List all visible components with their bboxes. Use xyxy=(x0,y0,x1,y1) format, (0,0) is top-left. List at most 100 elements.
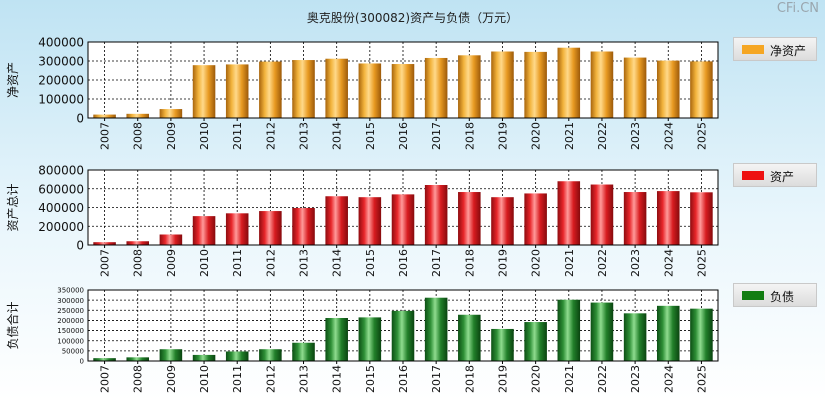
legend-swatch-net-assets xyxy=(742,45,764,54)
bar-2009 xyxy=(159,109,183,118)
x-tick-label: 2019 xyxy=(496,249,509,277)
x-tick-label: 2017 xyxy=(430,122,443,150)
x-tick-label: 2015 xyxy=(364,249,377,277)
bar-2009 xyxy=(159,349,183,361)
x-tick-label: 2017 xyxy=(430,249,443,277)
panel-3: 0 50000 100000 150000 200000 250000 300000 3500… xyxy=(5,287,719,393)
x-tick-label: 2015 xyxy=(364,365,377,393)
x-tick-label: 2022 xyxy=(596,365,609,393)
bar-2015 xyxy=(358,317,382,361)
bar-2022 xyxy=(590,51,614,118)
bar-2017 xyxy=(424,185,448,245)
x-tick-label: 2024 xyxy=(662,122,675,150)
y-tick-label: 100000 xyxy=(38,93,84,107)
x-tick-label: 2014 xyxy=(331,365,344,393)
bar-2025 xyxy=(690,192,713,245)
y-tick-label: 200000 xyxy=(38,74,84,88)
y-axis-title: 负债合计 xyxy=(5,301,20,349)
bar-2012 xyxy=(259,211,282,245)
bar-2017 xyxy=(424,297,448,361)
legend-net-assets: 净资产 xyxy=(733,37,817,61)
x-tick-label: 2016 xyxy=(397,365,410,393)
x-tick-label: 2008 xyxy=(132,365,145,393)
bar-2015 xyxy=(358,197,382,245)
x-tick-label: 2021 xyxy=(563,365,576,393)
bar-2016 xyxy=(391,310,415,361)
bar-2012 xyxy=(259,61,282,118)
x-tick-label: 2007 xyxy=(99,249,112,277)
x-tick-label: 2013 xyxy=(298,365,311,393)
bar-2009 xyxy=(159,234,183,245)
bar-2013 xyxy=(292,342,315,361)
legend-label-net-assets: 净资产 xyxy=(770,44,807,58)
x-tick-label: 2025 xyxy=(695,365,708,393)
bar-2021 xyxy=(557,181,581,245)
x-tick-label: 2016 xyxy=(397,122,410,150)
x-tick-label: 2020 xyxy=(530,122,543,150)
bar-2021 xyxy=(557,47,581,119)
bar-2018 xyxy=(458,314,481,361)
x-tick-label: 2020 xyxy=(530,249,543,277)
x-tick-label: 2022 xyxy=(596,122,609,150)
x-tick-label: 2008 xyxy=(132,249,145,277)
legend-label-assets: 资产 xyxy=(770,170,795,184)
x-tick-label: 2014 xyxy=(331,249,344,277)
x-tick-label: 2019 xyxy=(496,122,509,150)
bar-2018 xyxy=(458,192,481,245)
y-tick-label: 800000 xyxy=(38,164,84,178)
x-tick-label: 2011 xyxy=(231,249,244,277)
y-tick-label: 250000 xyxy=(57,307,84,315)
bar-2011 xyxy=(225,64,249,118)
bar-2025 xyxy=(690,308,713,361)
y-tick-label: 100000 xyxy=(57,337,84,345)
bar-2020 xyxy=(524,322,547,361)
bar-2010 xyxy=(192,65,216,118)
bar-2014 xyxy=(325,317,348,361)
x-tick-label: 2013 xyxy=(298,122,311,150)
bar-2011 xyxy=(225,351,249,361)
bar-2022 xyxy=(590,184,614,245)
x-tick-label: 2020 xyxy=(530,365,543,393)
x-tick-label: 2012 xyxy=(264,122,277,150)
bar-2022 xyxy=(590,302,614,361)
bar-2014 xyxy=(325,196,348,245)
y-tick-label: 0 xyxy=(76,112,84,126)
bar-2008 xyxy=(126,113,150,118)
x-tick-label: 2022 xyxy=(596,249,609,277)
x-tick-label: 2019 xyxy=(496,365,509,393)
x-tick-label: 2008 xyxy=(132,122,145,150)
x-tick-label: 2010 xyxy=(198,122,211,150)
bar-2023 xyxy=(623,192,647,245)
chart-title: 奥克股份(300082)资产与负债（万元） xyxy=(306,11,519,25)
bar-2016 xyxy=(391,64,415,118)
y-tick-label: 300000 xyxy=(57,297,84,305)
bar-2010 xyxy=(192,216,216,245)
x-tick-label: 2013 xyxy=(298,249,311,277)
y-axis-title: 净资产 xyxy=(6,62,20,98)
bar-2015 xyxy=(358,63,382,118)
bar-2007 xyxy=(93,114,116,118)
y-tick-label: 300000 xyxy=(38,55,84,69)
y-tick-label: 0 xyxy=(76,239,84,253)
x-tick-label: 2016 xyxy=(397,249,410,277)
bar-2014 xyxy=(325,58,348,118)
x-tick-label: 2018 xyxy=(463,249,476,277)
bar-2007 xyxy=(93,358,116,361)
bar-2021 xyxy=(557,299,581,361)
bar-2024 xyxy=(656,305,680,361)
bar-2024 xyxy=(656,191,680,245)
y-tick-label: 350000 xyxy=(57,287,84,295)
y-tick-label: 600000 xyxy=(38,182,84,196)
bar-2007 xyxy=(93,242,116,245)
x-tick-label: 2021 xyxy=(563,122,576,150)
x-tick-label: 2012 xyxy=(264,365,277,393)
x-tick-label: 2023 xyxy=(629,249,642,277)
y-tick-label: 400000 xyxy=(38,201,84,215)
x-tick-label: 2023 xyxy=(629,365,642,393)
x-tick-label: 2025 xyxy=(695,122,708,150)
panel-2: 0 200000 400000 600000 800000 2007 2008 2009 201… xyxy=(6,164,719,277)
bar-2025 xyxy=(690,61,713,118)
x-tick-label: 2024 xyxy=(662,365,675,393)
